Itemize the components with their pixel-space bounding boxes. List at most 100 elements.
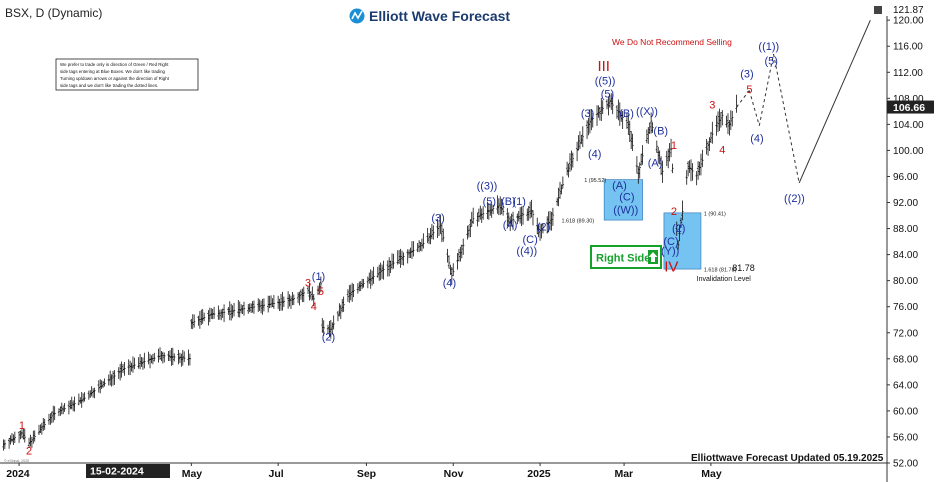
y-tick-label: 68.00 <box>893 354 918 365</box>
wave-label: (5) <box>601 89 614 101</box>
right-side-tag: Right Side <box>590 245 662 269</box>
last-price-marker <box>887 100 934 114</box>
x-tick-label: 2024 <box>6 468 30 480</box>
wave-label: 3 <box>709 100 715 112</box>
wave-label: ((1)) <box>758 41 779 53</box>
wave-label: 2 <box>671 206 677 218</box>
updated-stamp: Elliottwave Forecast Updated 05.19.2025 <box>691 453 884 464</box>
x-tick-label: Sep <box>357 468 376 480</box>
disclaimer-line: Turning up/down arrows or against the di… <box>60 76 170 81</box>
wave-label: 1 <box>671 140 677 152</box>
y-tick-label: 108.00 <box>893 94 924 105</box>
not-recommend-selling-notice: We Do Not Recommend Selling <box>612 37 732 47</box>
top-price-label-bg <box>885 3 937 16</box>
cursor-date-marker <box>86 464 170 478</box>
wave-label: (C) <box>663 236 678 248</box>
wave-label: 1 <box>19 420 25 432</box>
y-tick-label: 120.00 <box>893 16 924 27</box>
up-arrow-icon <box>648 252 658 262</box>
y-tick-label: 72.00 <box>893 328 918 339</box>
wave-label: ((X)) <box>636 106 658 118</box>
wave-label: 2 <box>26 445 32 457</box>
fib-level-label: 1.618 (89.30) <box>561 219 594 225</box>
disclaimer-line: We prefer to trade only in direction of … <box>60 62 169 67</box>
y-tick-label: 52.00 <box>893 459 918 470</box>
y-tick-label: 112.00 <box>893 68 923 79</box>
y-tick-label: 64.00 <box>893 380 918 391</box>
wave-label: (A) <box>648 158 663 170</box>
wave-label: (3) <box>740 68 753 80</box>
right-side-label: Right Side <box>596 253 650 265</box>
wave-label: (4) <box>750 133 763 145</box>
x-tick-label: Mar <box>614 468 633 480</box>
blue-box-zone <box>603 179 643 221</box>
x-tick-label: May <box>182 468 203 480</box>
wave-label: (C) <box>522 234 537 246</box>
wave-label: 5 <box>318 286 324 298</box>
y-tick-label: 60.00 <box>893 406 918 417</box>
cursor-date: 15-02-2024 <box>90 466 144 478</box>
wave-label: (B) <box>501 196 516 208</box>
wave-label: (B) <box>619 108 634 120</box>
wave-label: (2) <box>672 223 685 235</box>
esignal-watermark: © eSignal, 2025 <box>4 459 29 463</box>
scale-toggle-button[interactable] <box>874 6 882 14</box>
projection-dotted-line <box>748 90 760 126</box>
wave-label: (C) <box>619 191 634 203</box>
wave-label: 3 <box>305 277 311 289</box>
wave-label: (4) <box>443 277 456 289</box>
top-price-label: 121.87 <box>893 5 924 16</box>
disclaimer-line: side tags entering at Blue Boxes. We don… <box>60 69 166 74</box>
y-tick-label: 76.00 <box>893 302 918 313</box>
last-price-value: 106.66 <box>893 102 925 114</box>
wave-label: (2) <box>322 332 335 344</box>
wave-label: (A) <box>612 180 627 192</box>
y-tick-label: 56.00 <box>893 432 918 443</box>
y-tick-label: 116.00 <box>893 42 923 53</box>
brand-name: Elliott Wave Forecast <box>369 8 510 24</box>
fib-level-label: 1 (90.41) <box>704 211 726 217</box>
invalidation-value: 81.78 <box>732 263 755 273</box>
projection-dotted-line <box>758 53 775 126</box>
invalidation-label: Invalidation Level <box>697 276 752 283</box>
wave-label: (1) <box>513 196 526 208</box>
y-tick-label: 92.00 <box>893 198 918 209</box>
projection-dotted-line <box>773 53 800 184</box>
wave-label: (3) <box>581 108 594 120</box>
y-tick-label: 84.00 <box>893 250 918 261</box>
wave-label: ((W)) <box>613 205 638 217</box>
wave-label: ((Y)) <box>657 246 679 258</box>
wave-label: (5) <box>483 196 496 208</box>
disclaimer-line: side tags and we don't like trading the … <box>60 83 158 88</box>
wave-label: (B) <box>653 126 668 138</box>
projection-solid-line <box>798 19 871 184</box>
brand-logo: Elliott Wave Forecast <box>349 8 510 24</box>
wave-label: III <box>597 58 610 75</box>
wave-label: IV <box>664 259 678 276</box>
wave-label: ((2)) <box>784 193 805 205</box>
wave-label: 4 <box>311 301 317 313</box>
fib-level-label: 1 (95.52) <box>584 178 606 184</box>
x-tick-label: Nov <box>444 468 464 480</box>
wave-label: (4) <box>588 149 601 161</box>
wave-label: (1) <box>312 271 325 283</box>
y-tick-label: 88.00 <box>893 224 918 235</box>
disclaimer-box: We prefer to trade only in direction of … <box>55 58 199 91</box>
wave-label: (2) <box>537 221 550 233</box>
x-tick-label: May <box>701 468 722 480</box>
wave-label: 4 <box>719 145 725 157</box>
wave-label: ((5)) <box>595 76 616 88</box>
wave-label: (A) <box>503 220 518 232</box>
y-tick-label: 104.00 <box>893 120 924 131</box>
wave-label: (5) <box>764 55 777 67</box>
y-tick-label: 80.00 <box>893 276 918 287</box>
wave-label: 5 <box>746 84 752 96</box>
fib-level-label: 1.618 (81.78) <box>704 268 737 274</box>
symbol-title: BSX, D (Dynamic) <box>5 6 102 20</box>
wave-label: ((3)) <box>477 180 498 192</box>
x-tick-label: 2025 <box>527 468 551 480</box>
brand-logo-wave <box>351 10 363 20</box>
y-tick-label: 100.00 <box>893 146 924 157</box>
